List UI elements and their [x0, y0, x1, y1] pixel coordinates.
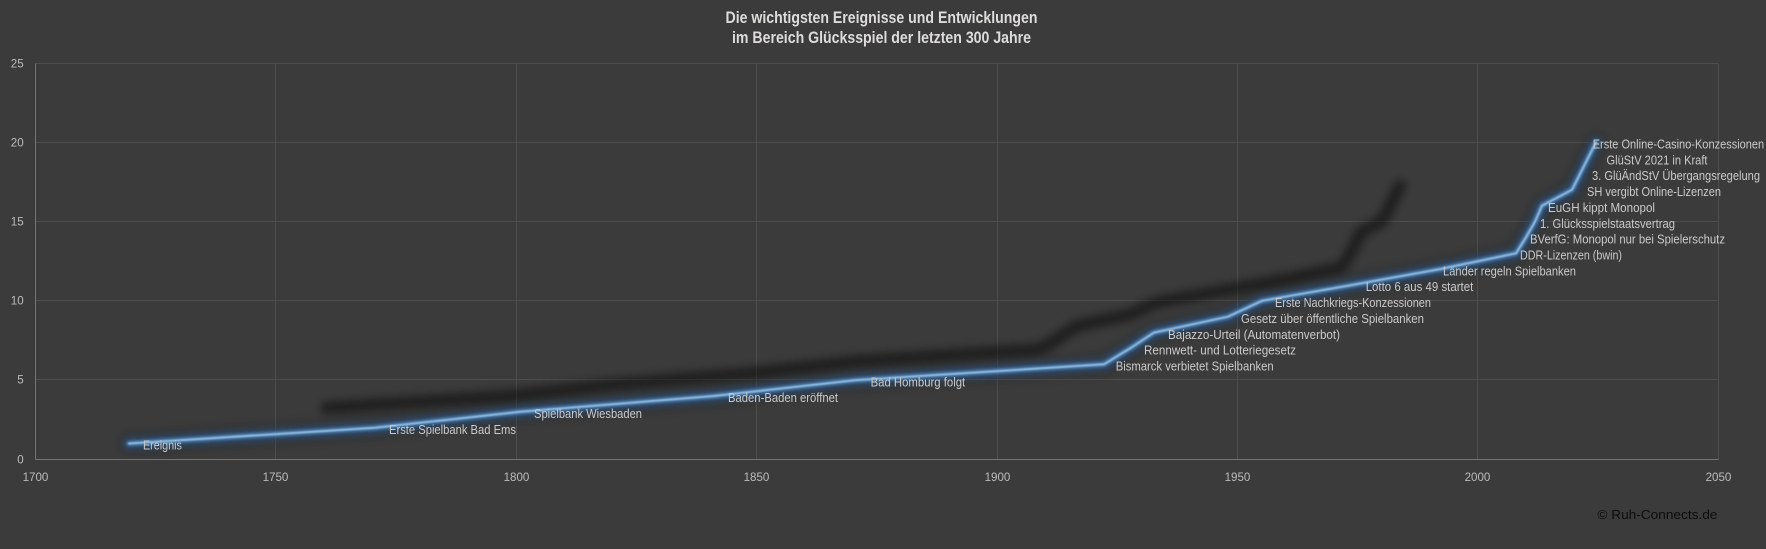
svg-text:1850: 1850	[744, 471, 770, 484]
svg-text:Erste Nachkriegs-Konzessionen: Erste Nachkriegs-Konzessionen	[1275, 296, 1431, 310]
svg-text:1950: 1950	[1225, 471, 1251, 484]
svg-text:1. Glücksspielstaatsvertrag: 1. Glücksspielstaatsvertrag	[1540, 217, 1675, 231]
svg-text:25: 25	[11, 58, 24, 71]
svg-text:SH vergibt Online-Lizenzen: SH vergibt Online-Lizenzen	[1587, 185, 1721, 199]
svg-text:0: 0	[17, 454, 23, 467]
svg-text:15: 15	[11, 216, 24, 229]
svg-text:20: 20	[11, 137, 24, 150]
svg-text:BVerfG: Monopol nur bei Spiele: BVerfG: Monopol nur bei Spielerschutz	[1530, 233, 1725, 247]
svg-text:Erste Spielbank Bad Ems: Erste Spielbank Bad Ems	[389, 423, 516, 437]
svg-text:EuGH kippt Monopol: EuGH kippt Monopol	[1548, 201, 1655, 215]
svg-text:Rennwett- und Lotteriegesetz: Rennwett- und Lotteriegesetz	[1144, 344, 1296, 358]
svg-text:Baden-Baden eröffnet: Baden-Baden eröffnet	[728, 391, 838, 405]
svg-text:1800: 1800	[504, 471, 530, 484]
svg-text:Bad Homburg folgt: Bad Homburg folgt	[871, 375, 966, 389]
svg-text:Ereignis: Ereignis	[143, 439, 182, 453]
svg-text:2000: 2000	[1465, 471, 1491, 484]
svg-text:10: 10	[11, 295, 24, 308]
svg-text:Erste Online-Casino-Konzession: Erste Online-Casino-Konzessionen	[1593, 137, 1765, 151]
svg-text:3. GlüÄndStV Übergangsregelung: 3. GlüÄndStV Übergangsregelung	[1592, 169, 1760, 183]
svg-text:DDR-Lizenzen (bwin): DDR-Lizenzen (bwin)	[1520, 248, 1622, 262]
svg-text:© Ruh-Connects.de: © Ruh-Connects.de	[1597, 507, 1717, 522]
svg-text:GlüStV 2021 in Kraft: GlüStV 2021 in Kraft	[1607, 153, 1708, 167]
svg-text:1700: 1700	[23, 471, 49, 484]
svg-text:Bajazzo-Urteil (Automatenverbo: Bajazzo-Urteil (Automatenverbot)	[1168, 328, 1340, 342]
svg-text:Die wichtigsten Ereignisse und: Die wichtigsten Ereignisse und Entwicklu…	[726, 8, 1038, 27]
svg-text:1750: 1750	[263, 471, 289, 484]
svg-text:Lotto 6 aus 49 startet: Lotto 6 aus 49 startet	[1366, 280, 1474, 294]
svg-text:Gesetz über öffentliche Spielb: Gesetz über öffentliche Spielbanken	[1241, 312, 1424, 326]
svg-text:im Bereich Glücksspiel der let: im Bereich Glücksspiel der letzten 300 J…	[732, 28, 1031, 47]
svg-text:1900: 1900	[985, 471, 1011, 484]
svg-text:2050: 2050	[1706, 471, 1732, 484]
svg-text:Spielbank Wiesbaden: Spielbank Wiesbaden	[534, 407, 642, 421]
svg-text:Länder regeln Spielbanken: Länder regeln Spielbanken	[1443, 264, 1576, 278]
svg-text:Bismarck verbietet Spielbanken: Bismarck verbietet Spielbanken	[1116, 359, 1274, 373]
svg-text:5: 5	[17, 374, 23, 387]
